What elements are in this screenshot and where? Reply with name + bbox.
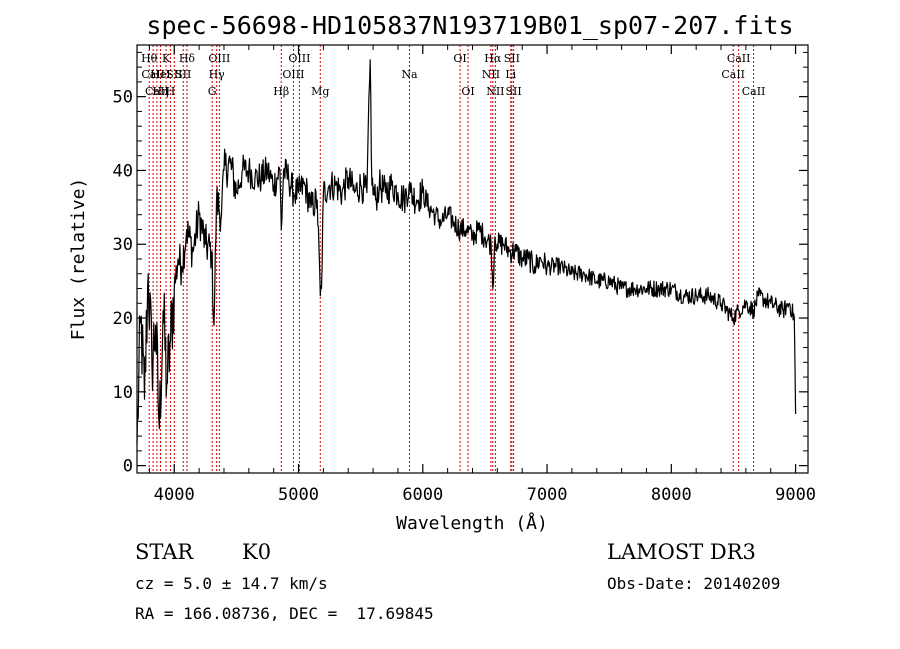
line-marker-label: Hθ: [141, 52, 158, 65]
line-marker-label: SII: [166, 68, 182, 81]
y-tick-label: 0: [123, 457, 133, 477]
line-marker-label: SII: [504, 52, 520, 65]
line-marker-label: Hδ: [179, 52, 196, 65]
x-axis-ticks: 4000 5000 6000 7000 8000 9000: [148, 45, 816, 505]
line-marker-label: Hη: [152, 85, 168, 98]
line-marker-label: NII: [486, 85, 504, 98]
x-tick-label: 5000: [278, 485, 319, 505]
line-marker-label: HeI: [150, 68, 170, 81]
x-tick-label: 6000: [402, 485, 443, 505]
line-marker-label: CaII: [742, 85, 766, 98]
observation-date: Obs-Date: 20140209: [607, 574, 781, 593]
x-axis-label: Wavelength (Å): [396, 512, 548, 534]
x-tick-label: 7000: [527, 485, 568, 505]
coordinates-readout: RA = 166.08736, DEC = 17.69845: [135, 604, 434, 623]
x-tick-label: 8000: [651, 485, 692, 505]
spectrum-line: [136, 59, 797, 444]
y-axis-ticks: 0 10 20 30 40 50: [113, 51, 808, 477]
line-marker-label: CaII: [727, 52, 751, 65]
x-tick-label: 9000: [775, 485, 816, 505]
line-marker-label: Na: [401, 68, 418, 81]
line-marker-label: K: [162, 52, 171, 65]
object-class: STAR: [135, 540, 194, 564]
line-marker-label: OI: [453, 52, 466, 65]
line-marker-label: Hβ: [273, 85, 289, 98]
line-marker-label: Li: [505, 68, 516, 81]
y-axis-label: Flux (relative): [68, 178, 89, 341]
line-marker-label: Hα: [484, 52, 502, 65]
chart-title: spec-56698-HD105837N193719B01_sp07-207.f…: [146, 11, 793, 40]
line-marker-label: OIII: [282, 68, 304, 81]
line-marker-label: OIII: [208, 52, 230, 65]
y-tick-label: 50: [113, 88, 133, 108]
line-marker-label: G: [208, 85, 217, 98]
line-marker-label: Hγ: [209, 68, 226, 81]
line-marker-label: SII: [506, 85, 522, 98]
line-marker-label: CaII: [141, 68, 165, 81]
line-marker-label: H: [166, 85, 176, 98]
line-marker-label: CaII: [145, 85, 169, 98]
line-marker-label: SII: [175, 68, 191, 81]
line-marker-label: OI: [461, 85, 474, 98]
object-subclass: K0: [242, 540, 272, 564]
survey-name: LAMOST DR3: [607, 540, 756, 564]
y-tick-label: 10: [113, 383, 133, 403]
x-tick-label: 4000: [154, 485, 195, 505]
line-marker-label: NII: [482, 68, 500, 81]
line-marker-label: OIII: [288, 52, 310, 65]
line-marker-label: Mg: [311, 85, 329, 98]
line-marker-label: CaII: [721, 68, 745, 81]
redshift-readout: cz = 5.0 ± 14.7 km/s: [135, 574, 328, 593]
y-tick-label: 20: [113, 309, 133, 329]
y-tick-label: 30: [113, 235, 133, 255]
y-tick-label: 40: [113, 161, 133, 181]
